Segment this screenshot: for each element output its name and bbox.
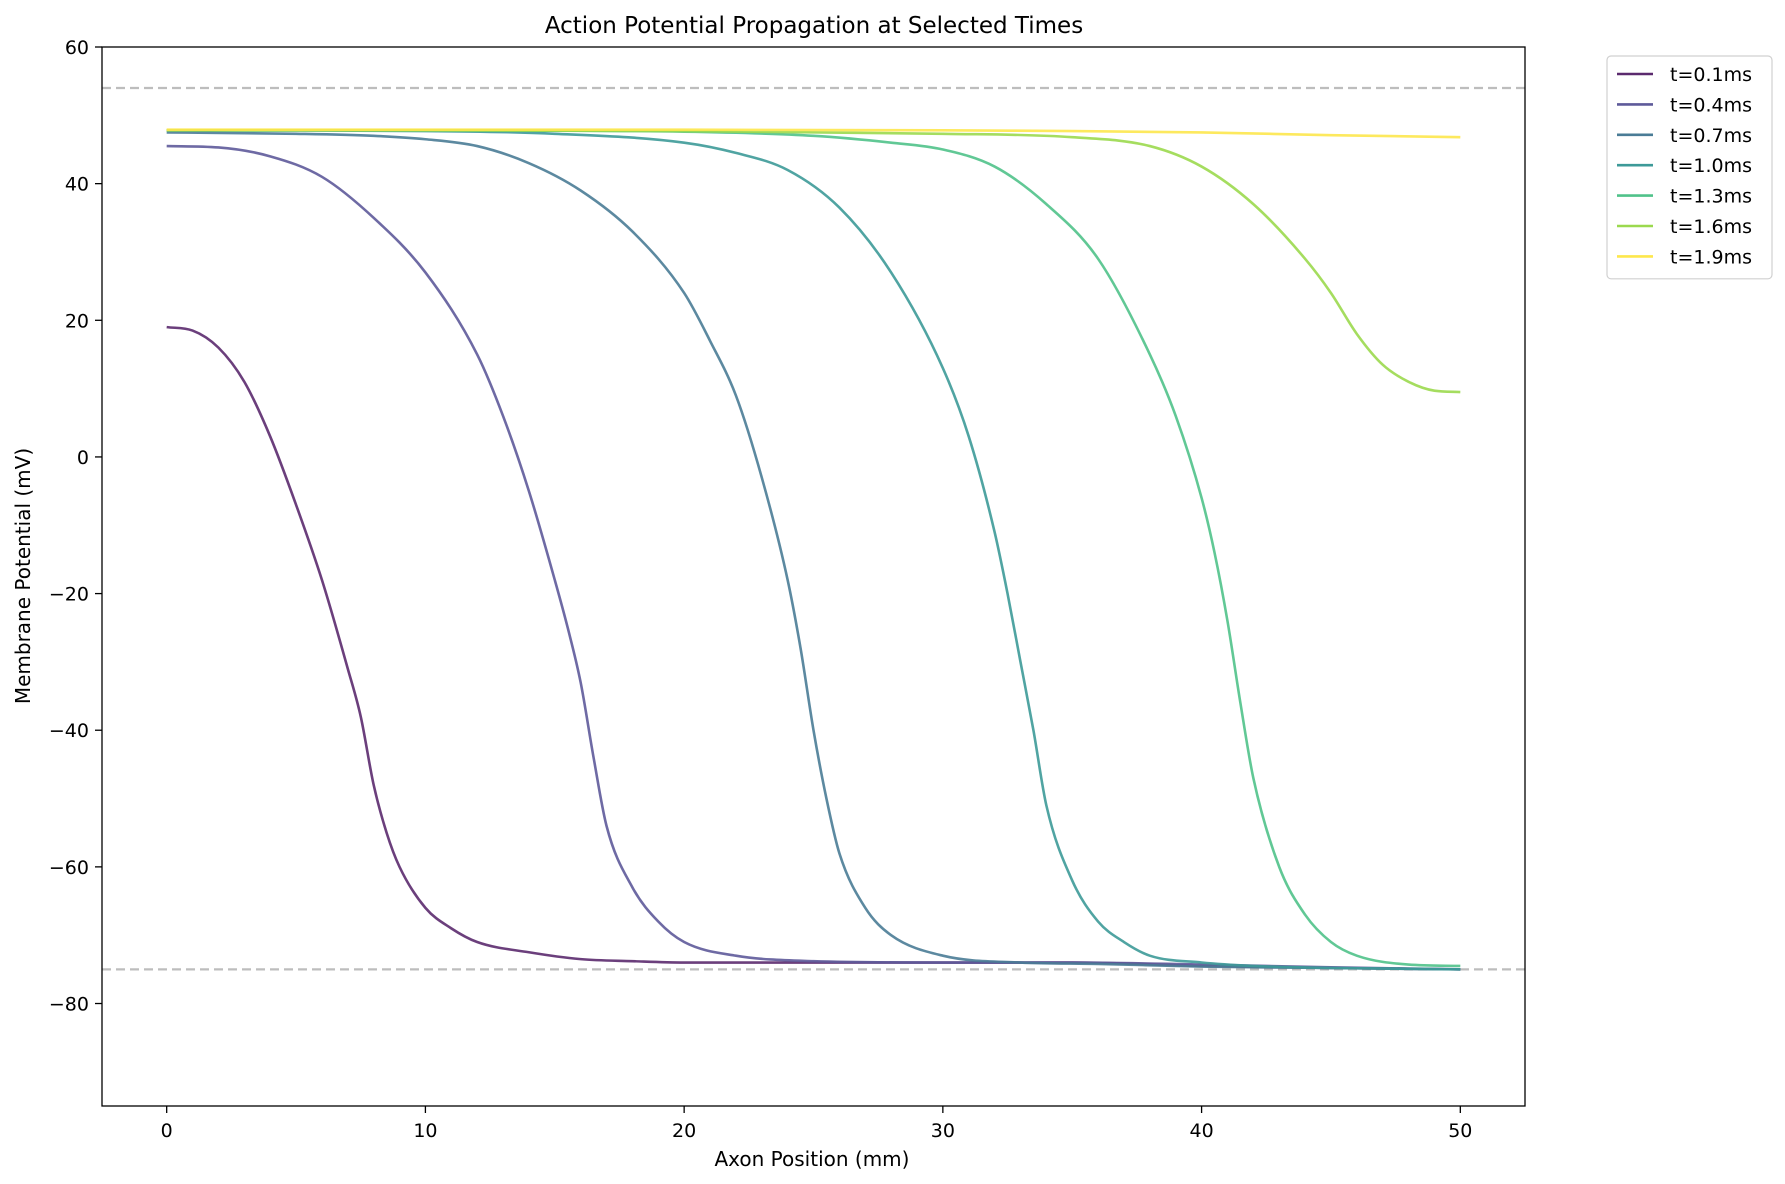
- y-tick-label: 60: [65, 37, 89, 59]
- y-tick-label: −60: [49, 857, 89, 879]
- x-tick-label: 10: [413, 1120, 437, 1142]
- series-line-t=0.1ms: [166, 325, 1461, 971]
- x-axis-label: Axon Position (mm): [715, 1147, 910, 1171]
- chart-title: Action Potential Propagation at Selected…: [545, 13, 1083, 39]
- legend-label: t=1.3ms: [1670, 186, 1752, 208]
- legend-label: t=1.9ms: [1670, 246, 1752, 268]
- y-axis-label: Membrane Potential (mV): [11, 448, 35, 704]
- x-tick-label: 20: [672, 1120, 696, 1142]
- x-tick-label: 0: [161, 1120, 173, 1142]
- y-tick-label: −80: [49, 994, 89, 1016]
- x-tick-label: 40: [1189, 1120, 1213, 1142]
- y-tick-label: 0: [77, 447, 89, 469]
- series-line-t=1.6ms: [166, 129, 1461, 394]
- x-tick-label: 30: [931, 1120, 955, 1142]
- plot-frame: [101, 46, 1526, 1107]
- legend: t=0.1ms t=0.4ms t=0.7ms t=1.0ms t=1.3ms t=1.6…: [1606, 55, 1773, 280]
- plot-area: [102, 86, 1525, 971]
- y-axis: −80 −60 −40 −20 0 20 40 60: [49, 37, 102, 1016]
- series-line-t=1.3ms: [166, 129, 1461, 968]
- series-line-t=1.0ms: [166, 129, 1461, 971]
- y-tick-label: −40: [49, 720, 89, 742]
- x-tick-label: 50: [1448, 1120, 1472, 1142]
- x-axis: 0 10 20 30 40 50: [161, 1106, 1472, 1142]
- y-tick-label: −20: [49, 584, 89, 606]
- y-tick-label: 20: [65, 310, 89, 332]
- series-line-t=0.4ms: [166, 144, 1461, 971]
- legend-label: t=0.1ms: [1670, 64, 1752, 86]
- series-line-t=0.7ms: [166, 131, 1461, 971]
- y-tick-label: 40: [65, 174, 89, 196]
- legend-label: t=1.0ms: [1670, 155, 1752, 177]
- legend-label: t=0.4ms: [1670, 94, 1752, 116]
- legend-label: t=0.7ms: [1670, 125, 1752, 147]
- legend-label: t=1.6ms: [1670, 216, 1752, 238]
- legend-frame: [1606, 55, 1773, 280]
- series-line-t=1.9ms: [166, 128, 1461, 139]
